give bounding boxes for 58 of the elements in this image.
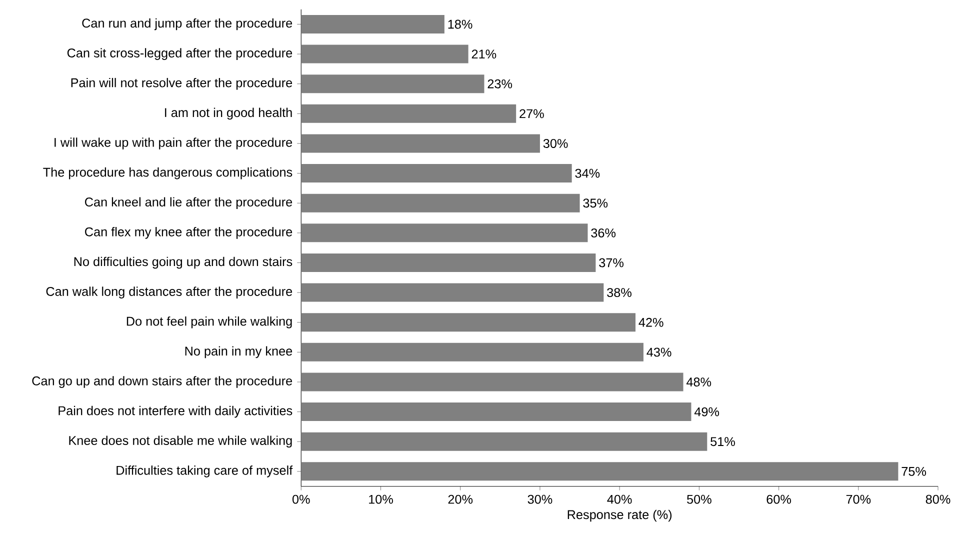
y-tick-label: Can run and jump after the procedure <box>82 18 292 30</box>
data-label: 49% <box>694 408 720 416</box>
data-label: 27% <box>520 109 544 118</box>
data-label: 23% <box>488 80 512 89</box>
y-tick-label: The procedure has dangerous complications <box>43 168 292 180</box>
y-tick-label: Pain will not resolve after the procedure <box>71 78 292 90</box>
bar <box>301 254 596 272</box>
data-label: 37% <box>599 258 624 268</box>
bar <box>301 134 540 153</box>
y-tick-label: Knee does not disable me while walking <box>69 436 292 448</box>
bar <box>301 104 516 124</box>
y-tick-label: I will wake up with pain after the procedure <box>54 138 292 150</box>
y-tick-label: I am not in good health <box>165 108 292 120</box>
data-label: 38% <box>607 288 632 298</box>
x-tick-label: 70% <box>846 495 871 504</box>
y-tick-label: Do not feel pain while walking <box>126 316 292 328</box>
bar <box>301 313 636 332</box>
y-tick-label: No difficulties going up and down stairs <box>74 257 292 269</box>
bar <box>301 343 644 362</box>
x-tick-label: 50% <box>687 495 712 504</box>
x-axis-title: Response rate (%) <box>568 510 672 522</box>
y-tick-label: Can walk long distances after the procedure <box>46 286 292 299</box>
x-tick-label: 0% <box>292 495 310 504</box>
x-tick-label: 30% <box>528 495 552 504</box>
x-tick-label: 40% <box>607 495 632 504</box>
bar <box>301 164 572 183</box>
bar <box>301 372 684 392</box>
y-tick-label: Can kneel and lie after the procedure <box>85 197 292 210</box>
data-label: 36% <box>591 228 616 238</box>
data-label: 21% <box>472 50 496 59</box>
y-tick-label: Can go up and down stairs after the procedure <box>32 376 292 388</box>
y-tick-label: Difficulties taking care of myself <box>116 466 293 478</box>
data-label: 75% <box>902 467 926 476</box>
x-tick-label: 20% <box>448 495 473 504</box>
data-label: 30% <box>543 139 568 148</box>
data-label: 34% <box>575 169 600 178</box>
bar <box>301 74 484 94</box>
y-tick-label: Can sit cross-legged after the procedure <box>67 48 292 60</box>
data-label: 48% <box>686 378 712 387</box>
bar <box>301 283 604 302</box>
bar <box>301 194 580 213</box>
x-tick-label: 10% <box>369 495 393 504</box>
bar <box>301 402 692 422</box>
y-tick-label: Can flex my knee after the procedure <box>85 227 292 240</box>
bar <box>301 15 444 34</box>
bar <box>301 224 588 242</box>
x-tick-label: 80% <box>926 495 950 504</box>
bar <box>301 432 708 452</box>
data-label: 43% <box>646 348 672 357</box>
bar <box>301 462 898 481</box>
x-tick-label: 60% <box>766 495 792 504</box>
bar <box>301 44 468 64</box>
data-label: 51% <box>710 437 735 446</box>
data-label: 42% <box>638 318 664 328</box>
data-label: 35% <box>583 198 608 208</box>
y-tick-label: No pain in my knee <box>185 346 292 358</box>
y-tick-label: Pain does not interfere with daily activities <box>58 406 292 418</box>
data-label: 18% <box>448 20 472 29</box>
